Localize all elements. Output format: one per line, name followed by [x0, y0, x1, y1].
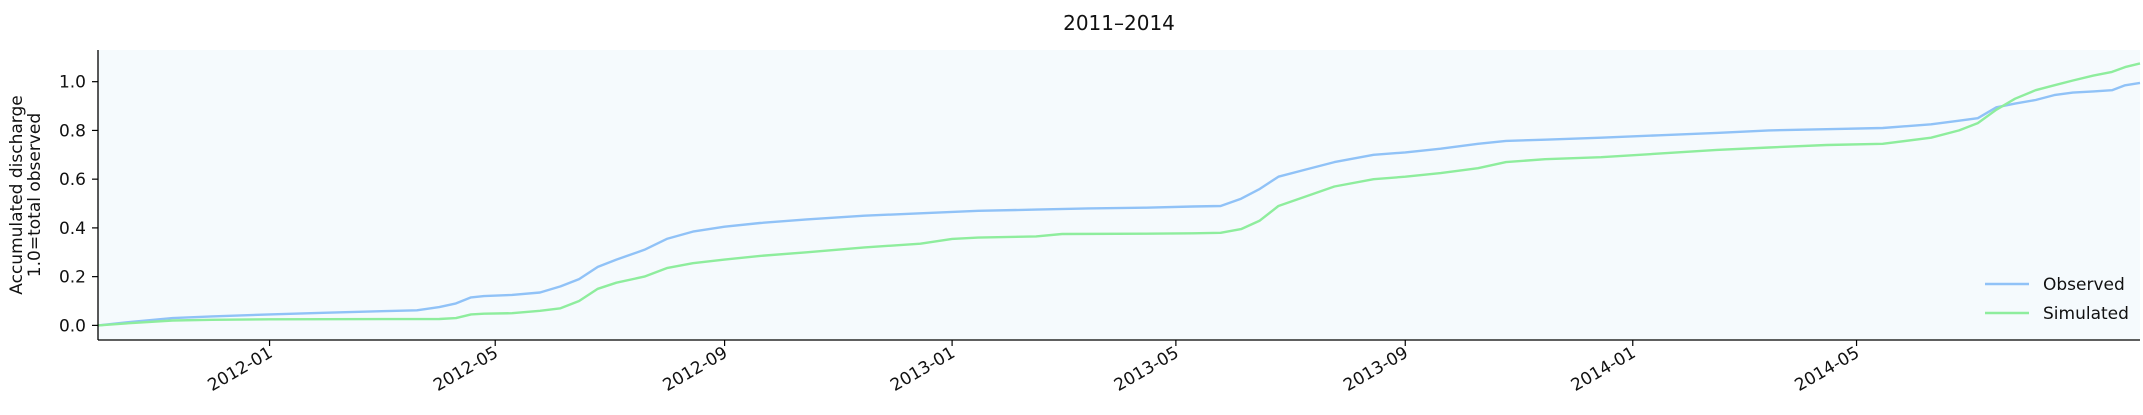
plot-background: [98, 50, 2140, 340]
x-tick-label: 2012-05: [430, 343, 502, 396]
y-axis-label-group: Accumulated discharge 1.0=total observed: [7, 95, 45, 294]
y-tick-label: 0.2: [59, 268, 86, 288]
legend-label-observed: Observed: [2043, 275, 2125, 295]
series-line-simulated: [97, 62, 2141, 327]
y-tick-label: 0.8: [59, 121, 86, 141]
y-tick-label: 0.6: [59, 170, 86, 190]
x-tick-label: 2013-09: [1340, 343, 1412, 396]
x-tick-label: 2014-05: [1792, 343, 1864, 396]
legend-label-simulated: Simulated: [2043, 304, 2129, 324]
y-tick-label: 0.4: [59, 219, 86, 239]
x-tick-label: 2013-05: [1111, 343, 1183, 396]
y-tick-label: 0.0: [59, 316, 86, 336]
legend: Observed Simulated: [1985, 275, 2129, 324]
series-layer: [97, 62, 2141, 327]
x-tick-label: 2012-01: [205, 343, 277, 396]
y-tick-label: 1.0: [59, 73, 86, 93]
y-axis-label-line-2: 1.0=total observed: [25, 113, 45, 277]
x-tick-label: 2012-09: [660, 343, 732, 396]
x-tick-label: 2013-01: [887, 343, 959, 396]
x-tick-label: 2014-01: [1568, 343, 1640, 396]
series-line-observed: [97, 81, 2141, 327]
chart-title: 2011–2014: [1063, 11, 1175, 35]
y-axis-label-line-1: Accumulated discharge: [7, 95, 27, 294]
